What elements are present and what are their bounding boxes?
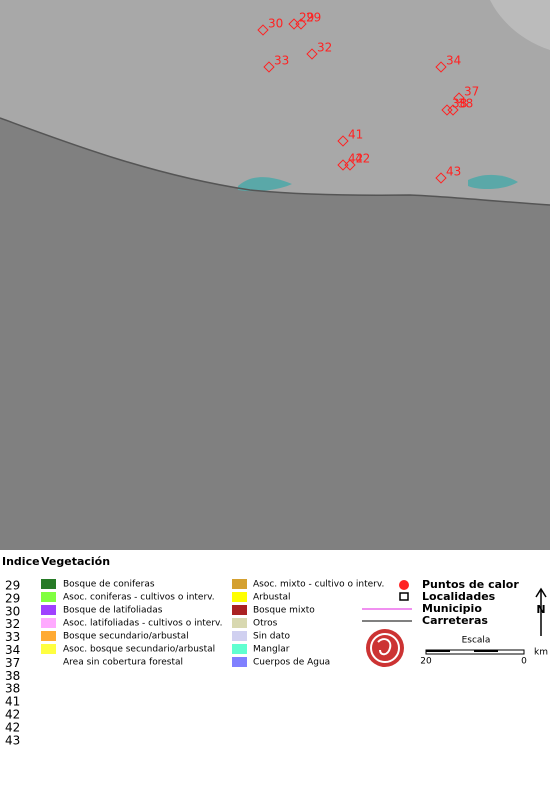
hotspot-marker xyxy=(295,18,307,30)
hotspot-label: 29 xyxy=(306,11,321,25)
logo xyxy=(366,629,404,667)
hotspot-marker xyxy=(344,159,356,171)
hotspot-label: 43 xyxy=(446,165,461,179)
vegetation-swatch xyxy=(232,618,247,628)
index-title: Indice xyxy=(2,555,40,568)
hotspot-marker xyxy=(447,104,459,116)
index-entry: 29 xyxy=(5,579,20,593)
vegetation-label: Bosque de latifoliadas xyxy=(63,606,163,616)
index-entry: 37 xyxy=(5,656,20,670)
hotspot-symbol xyxy=(399,580,409,590)
index-entry: 38 xyxy=(5,669,20,683)
vegetation-label: Asoc. latifoliadas - cultivos o interv. xyxy=(63,619,223,629)
hotspot-marker xyxy=(441,104,453,116)
vegetation-label: Bosque mixto xyxy=(253,606,315,616)
lagoon xyxy=(468,174,518,190)
vegetation-label: Asoc. mixto - cultivo o interv. xyxy=(253,580,384,590)
symbol-label: Puntos de calor xyxy=(422,578,519,591)
vegetation-swatch xyxy=(41,644,56,654)
hotspot-marker xyxy=(306,48,318,60)
hotspot-label: 38 xyxy=(458,97,473,111)
vegetation-swatch xyxy=(41,618,56,628)
hotspot-label: 32 xyxy=(317,41,332,55)
locality-symbol xyxy=(399,592,409,601)
hotspot-marker xyxy=(337,135,349,147)
legend: Indice Vegetación Puntos de calor Locali… xyxy=(2,555,548,747)
lagoon xyxy=(238,177,292,192)
vegetation-title: Vegetación xyxy=(41,555,110,568)
hotspot-label: 30 xyxy=(268,17,283,31)
vegetation-label: Arbustal xyxy=(253,593,291,603)
hotspot-label: 41 xyxy=(348,128,363,142)
north-arrow xyxy=(535,587,547,636)
index-entry: 30 xyxy=(5,604,20,618)
index-entry: 41 xyxy=(5,695,20,709)
vegetation-label: Bosque secundario/arbustal xyxy=(63,632,189,642)
index-entry: 38 xyxy=(5,682,20,696)
index-entry: 32 xyxy=(5,617,20,631)
north-label: N xyxy=(536,603,545,616)
index-entry: 43 xyxy=(5,733,20,747)
vegetation-label: Cuerpos de Agua xyxy=(253,658,330,668)
index-entry: 29 xyxy=(5,591,20,605)
hotspot-label: 33 xyxy=(274,54,289,68)
scale-right: 0 xyxy=(521,657,527,667)
vegetation-label: Otros xyxy=(253,619,278,629)
symbol-label: Carreteras xyxy=(422,614,488,627)
vegetation-swatch xyxy=(232,631,247,641)
hotspot-marker xyxy=(257,24,269,36)
mountains xyxy=(490,0,550,50)
vegetation-swatch xyxy=(232,644,247,654)
vegetation-swatch xyxy=(41,592,56,602)
index-entry: 42 xyxy=(5,720,20,734)
index-entry: 34 xyxy=(5,643,20,657)
hotspot-marker xyxy=(453,92,465,104)
vegetation-label: Manglar xyxy=(253,645,290,655)
hotspot-label: 42 xyxy=(355,152,370,166)
vegetation-swatch xyxy=(41,605,56,615)
vegetation-swatch xyxy=(232,592,247,602)
hotspot-label: 38 xyxy=(452,97,467,111)
hotspot-label: 34 xyxy=(446,54,461,68)
scale-title: Escala xyxy=(462,636,491,646)
coastline xyxy=(0,117,550,206)
symbol-label: Municipio xyxy=(422,602,482,615)
scale-left: 20 xyxy=(420,657,432,667)
vegetation-swatch xyxy=(232,657,247,667)
scale-unit: km xyxy=(534,648,548,658)
vegetation-label: Sin dato xyxy=(253,632,291,642)
vegetation-label: Asoc. coniferas - cultivos o interv. xyxy=(63,593,215,603)
hotspot-marker xyxy=(337,159,349,171)
vegetation-label: Area sin cobertura forestal xyxy=(63,658,183,668)
vegetation-swatch xyxy=(41,631,56,641)
symbol-label: Localidades xyxy=(422,590,496,603)
vegetation-swatch xyxy=(232,605,247,615)
hotspot-marker xyxy=(263,61,275,73)
vegetation-swatch xyxy=(232,579,247,589)
vegetation-label: Asoc. bosque secundario/arbustal xyxy=(63,645,215,655)
hotspot-marker xyxy=(288,18,300,30)
scale-bar xyxy=(425,649,525,655)
land xyxy=(0,0,550,205)
hotspot-marker xyxy=(435,61,447,73)
vegetation-swatch xyxy=(41,579,56,589)
index-entry: 33 xyxy=(5,630,20,644)
hotspot-label: 37 xyxy=(464,85,479,99)
hotspot-marker xyxy=(435,172,447,184)
vegetation-label: Bosque de coniferas xyxy=(63,580,155,590)
index-entry: 42 xyxy=(5,708,20,722)
